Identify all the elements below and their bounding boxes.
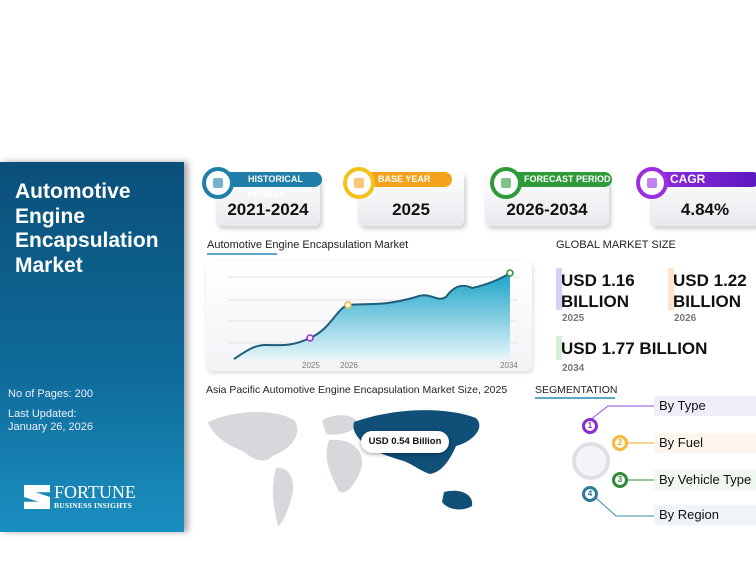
growth-icon (636, 167, 668, 199)
world-map (208, 410, 480, 526)
value-2026: USD 1.22 BILLION (673, 271, 747, 311)
segmentation-title: SEGMENTATION (535, 384, 618, 396)
segment-by-type[interactable]: By Type (654, 396, 756, 416)
segment-number: 3 (612, 472, 628, 488)
card-value: 2025 (392, 200, 430, 219)
segment-by-vehicle-type[interactable]: By Vehicle Type (654, 470, 756, 490)
segment-by-region[interactable]: By Region (654, 505, 756, 525)
map-title: Asia Pacific Automotive Engine Encapsula… (206, 384, 508, 396)
area-fill (234, 273, 510, 359)
value-2025: USD 1.16 BILLION (561, 271, 635, 311)
x-tick: 2034 (500, 361, 518, 370)
sidebar: Automotive Engine Encapsulation Market N… (0, 162, 184, 532)
area-chart (228, 269, 518, 360)
segment-number: 2 (612, 435, 628, 451)
marker-2034 (506, 269, 514, 277)
updated-label: Last Updated: (8, 408, 77, 420)
card-label: HISTORICAL PERIOD (218, 172, 322, 199)
card-label: CAGR (640, 172, 756, 187)
calendar-icon (343, 167, 375, 199)
x-tick: 2025 (302, 361, 320, 370)
card-value: 2021-2024 (227, 200, 309, 219)
asia-pacific-region (353, 410, 480, 510)
engine-icon (572, 442, 610, 480)
global-title: GLOBAL MARKET SIZE (556, 239, 676, 251)
segment-connectors (572, 405, 654, 517)
updated-date: January 26, 2026 (8, 421, 94, 433)
segment-by-fuel[interactable]: By Fuel (654, 433, 756, 453)
card-value: 2026-2034 (506, 200, 588, 219)
year-2025: 2025 (562, 313, 585, 324)
x-tick: 2026 (340, 361, 358, 370)
marker-2026 (344, 301, 352, 309)
market-chart: 2025 2026 2034 (206, 261, 532, 371)
segment-number: 4 (582, 486, 598, 502)
report-title: Automotive Engine Encapsulation Market (15, 180, 159, 277)
logo-sub: BUSINESS INSIGHTS (54, 501, 132, 510)
logo-icon (24, 485, 50, 509)
segment-number: 1 (582, 418, 598, 434)
page-count: No of Pages: 200 (8, 388, 94, 400)
card-label: FORECAST PERIOD (494, 172, 612, 187)
chart-icon (202, 167, 234, 199)
year-2026: 2026 (674, 313, 697, 324)
fortune-logo: FORTUNE BUSINESS INSIGHTS (24, 482, 136, 510)
year-2034: 2034 (562, 363, 585, 374)
map-callout: USD 0.54 Billion (361, 431, 449, 453)
forecast-icon (490, 167, 522, 199)
series-line (233, 272, 511, 360)
card-value: 4.84% (680, 200, 730, 219)
value-2034: USD 1.77 BILLION (561, 339, 708, 358)
chart-title: Automotive Engine Encapsulation Market (207, 239, 409, 251)
logo-main: FORTUNE (54, 482, 136, 502)
marker-2025 (306, 334, 314, 342)
